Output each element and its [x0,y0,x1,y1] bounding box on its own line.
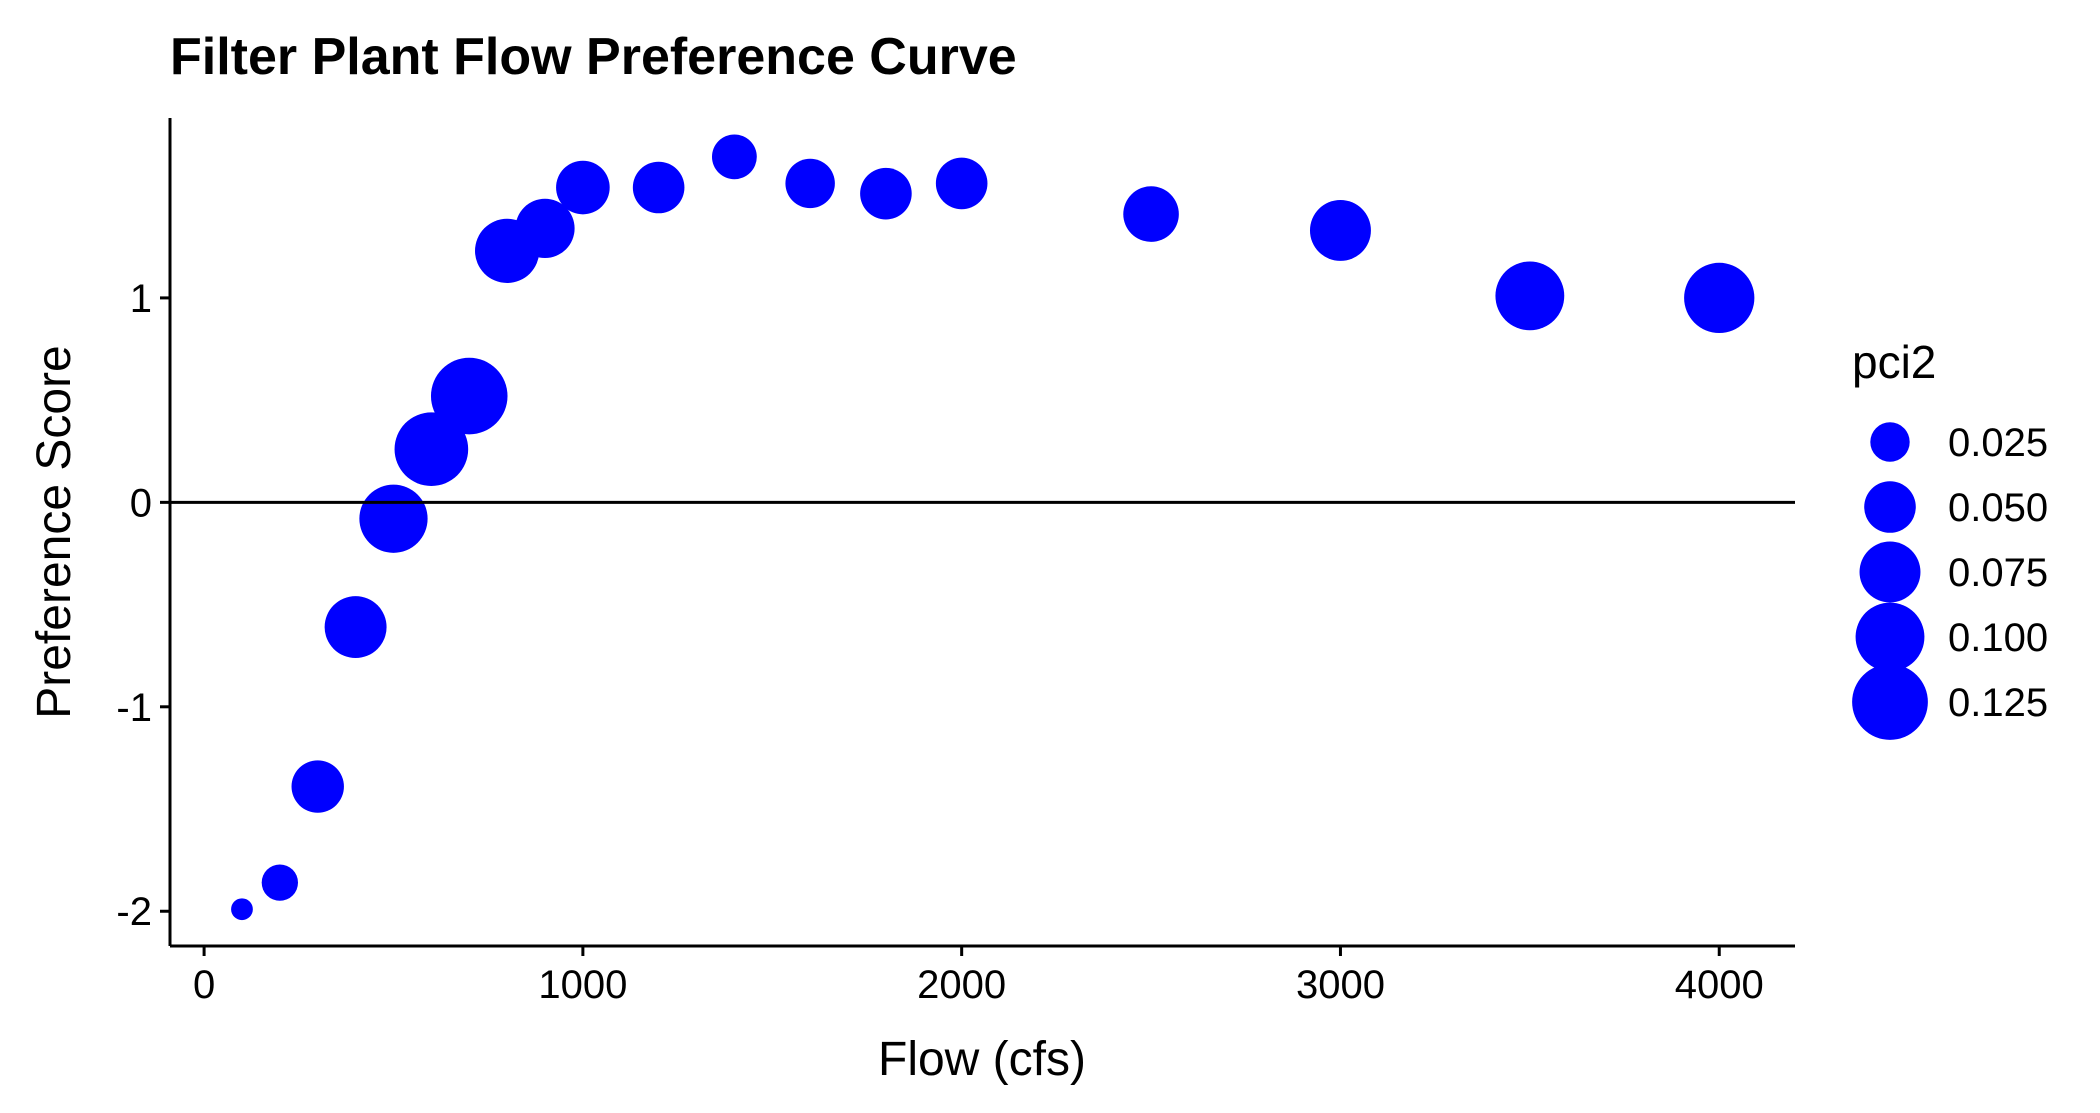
data-point [711,134,757,180]
x-axis-ticks: 0 1000 2000 3000 4000 [193,946,1764,1007]
y-tick-label: -2 [116,890,152,934]
x-tick-label: 2000 [917,963,1006,1007]
data-point [860,167,912,220]
y-tick-label: 0 [130,481,152,525]
legend-key [1852,664,1928,740]
data-point [1684,262,1755,334]
y-tick-label: -1 [116,686,152,730]
chart-title: Filter Plant Flow Preference Curve [170,28,1017,86]
data-point [515,198,575,259]
x-tick-label: 1000 [538,963,627,1007]
data-point [291,760,344,813]
data-point [394,412,469,487]
legend-key [1864,481,1916,533]
data-point [1123,186,1179,242]
data-point [430,357,508,435]
data-point [785,158,835,209]
data-points [231,134,1755,921]
legend-label: 0.025 [1948,421,2048,465]
legend-title: pci2 [1852,336,1936,388]
x-axis-label: Flow (cfs) [878,1033,1086,1086]
data-point [359,484,428,553]
data-point [324,596,387,659]
y-tick-label: 1 [130,277,152,321]
data-point [231,898,253,921]
data-point [935,157,988,210]
legend-label: 0.100 [1948,616,2048,660]
data-point [556,160,610,215]
x-tick-label: 0 [193,963,215,1007]
data-point [1495,261,1565,331]
size-legend: pci2 0.025 0.050 0.075 0.100 0.125 [1852,336,2048,740]
data-point [632,161,685,214]
legend-key [1870,422,1910,462]
legend-key [1855,602,1925,672]
data-point [261,864,299,901]
data-point [1309,199,1371,261]
x-tick-label: 3000 [1296,963,1385,1007]
y-axis-ticks: -2 -1 0 1 [116,277,170,934]
legend-label: 0.050 [1948,486,2048,530]
legend-label: 0.125 [1948,681,2048,725]
legend-key [1859,541,1921,603]
x-tick-label: 4000 [1675,963,1764,1007]
legend-label: 0.075 [1948,551,2048,595]
y-axis-label: Preference Score [28,345,81,719]
